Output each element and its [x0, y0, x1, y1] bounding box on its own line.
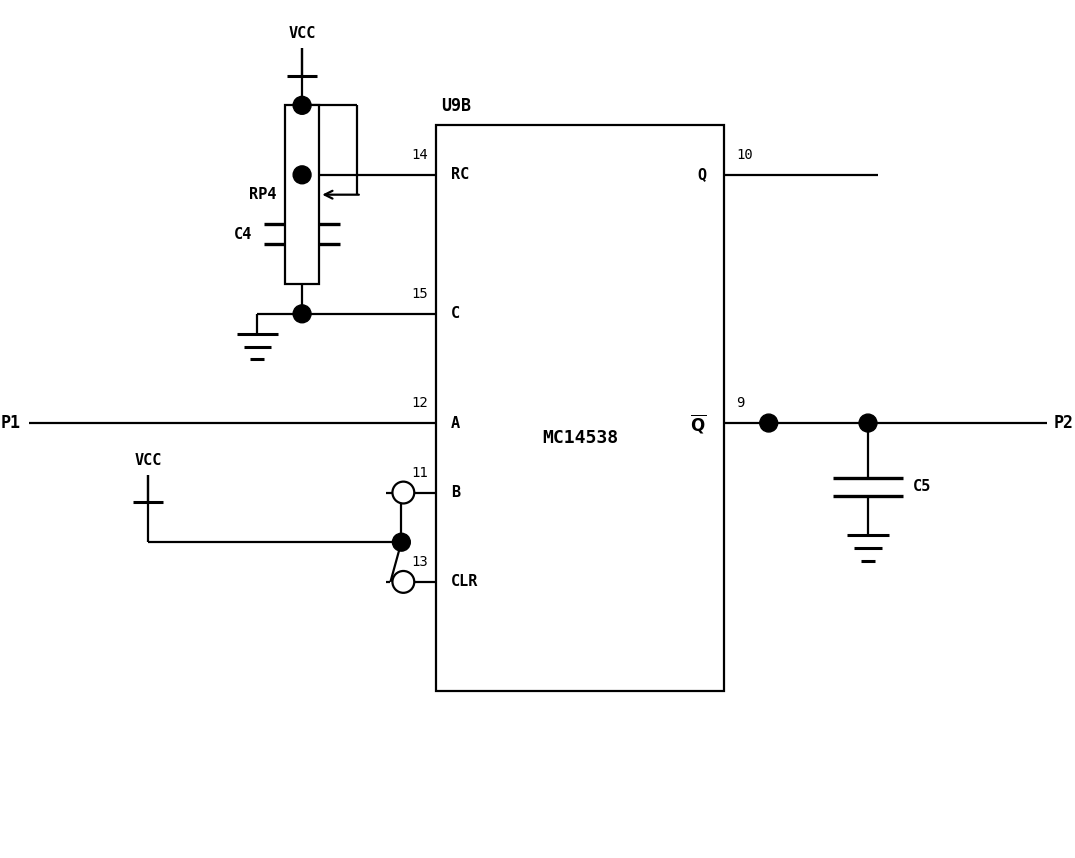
Bar: [285, 106, 319, 284]
Text: 15: 15: [412, 287, 428, 301]
Circle shape: [293, 96, 311, 114]
Text: 14: 14: [412, 148, 428, 162]
Text: C4: C4: [234, 227, 253, 242]
Text: C: C: [452, 306, 460, 322]
Text: 11: 11: [412, 466, 428, 480]
Text: B: B: [452, 485, 460, 500]
Circle shape: [293, 305, 311, 323]
Circle shape: [760, 414, 777, 432]
Text: 13: 13: [412, 555, 428, 569]
Text: RC: RC: [452, 167, 470, 183]
Text: 12: 12: [412, 396, 428, 410]
Text: VCC: VCC: [134, 453, 162, 468]
Bar: [436, 125, 725, 691]
Text: P1: P1: [1, 414, 22, 432]
Circle shape: [392, 571, 414, 593]
Text: 10: 10: [736, 148, 752, 162]
Text: U9B: U9B: [441, 97, 471, 115]
Text: RP4: RP4: [249, 187, 276, 202]
Text: CLR: CLR: [452, 574, 478, 589]
Text: A: A: [452, 415, 460, 431]
Circle shape: [392, 481, 414, 504]
Text: 9: 9: [736, 396, 744, 410]
Text: P2: P2: [1054, 414, 1074, 432]
Text: Q: Q: [697, 167, 706, 183]
Circle shape: [859, 414, 877, 432]
Circle shape: [293, 166, 311, 184]
Text: MC14538: MC14538: [542, 429, 618, 447]
Text: C5: C5: [913, 479, 931, 494]
Text: VCC: VCC: [288, 26, 316, 41]
Circle shape: [392, 534, 411, 551]
Text: $\mathbf{\overline{Q}}$: $\mathbf{\overline{Q}}$: [690, 412, 706, 434]
